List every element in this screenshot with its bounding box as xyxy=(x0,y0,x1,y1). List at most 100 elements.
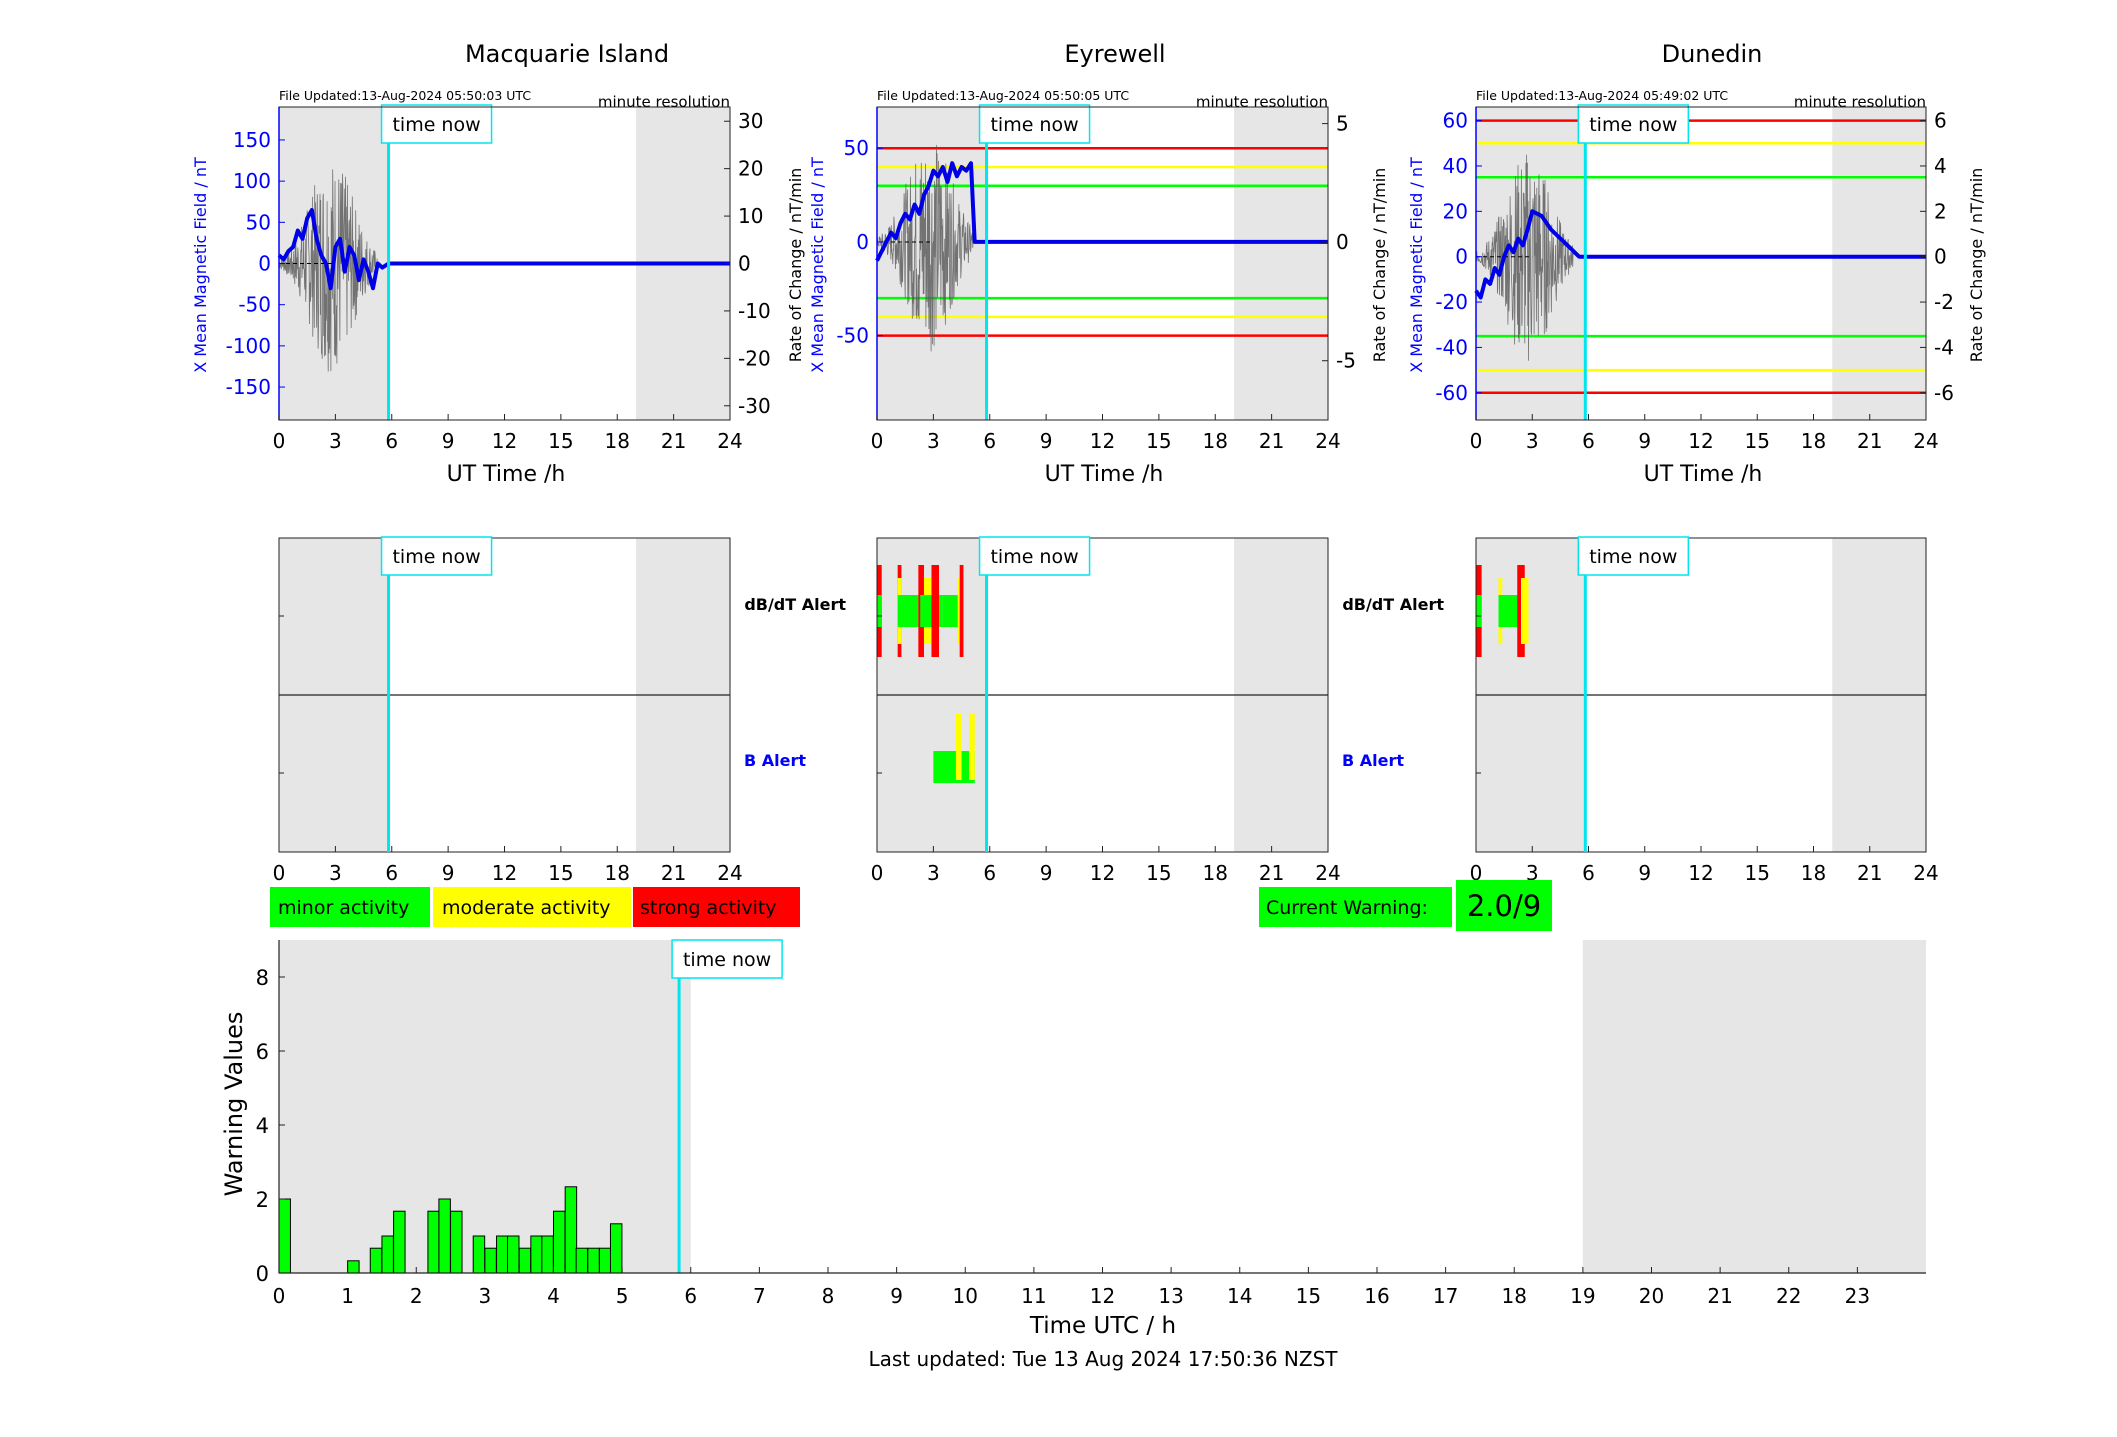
right-axis-label: Rate of Change / nT/min xyxy=(1370,168,1389,363)
warning-bar xyxy=(496,1235,509,1274)
dbdt-alert-block xyxy=(897,595,919,627)
x-tick-label: 15 xyxy=(1146,429,1171,453)
x-tick-label: 3 xyxy=(329,429,342,453)
current-warning-value: 2.0/9 xyxy=(1467,889,1541,923)
dbdt-alert-block xyxy=(959,565,964,657)
station-title: Macquarie Island xyxy=(465,40,669,68)
x-tick-label: 13 xyxy=(1158,1284,1183,1308)
x-tick-label: 22 xyxy=(1776,1284,1801,1308)
x-tick-label: 6 xyxy=(983,861,996,885)
left-tick-label: -50 xyxy=(238,293,271,317)
right-tick-label: -5 xyxy=(1336,349,1356,373)
footer-last-updated: Last updated: Tue 13 Aug 2024 17:50:36 N… xyxy=(868,1347,1338,1371)
left-axis-label: X Mean Magnetic Field / nT xyxy=(808,157,827,373)
legend-moderate-swatch xyxy=(433,887,631,927)
x-tick-label: 18 xyxy=(1801,861,1826,885)
station-column-dunedin: Dunedin File Updated:13-Aug-2024 05:49:0… xyxy=(1407,40,1986,487)
warning-bar xyxy=(587,1247,600,1274)
x-tick-label: 18 xyxy=(605,429,630,453)
left-axis-label: X Mean Magnetic Field / nT xyxy=(1407,157,1426,373)
alert-panel-macquarie: time now 0 3 6 9 12 15 18 21 24 xyxy=(273,536,743,885)
x-tick-label: 1 xyxy=(341,1284,354,1308)
y-tick-label: 2 xyxy=(256,1188,269,1212)
b-alert-block xyxy=(955,714,962,780)
legend-strong-swatch xyxy=(633,887,800,927)
rate-of-change-trace xyxy=(1475,154,1575,361)
time-now-label: time now xyxy=(990,114,1078,136)
right-tick-label: 30 xyxy=(738,109,763,133)
night-shade xyxy=(1832,107,1926,420)
x-tick-label: 10 xyxy=(953,1284,978,1308)
x-tick-label: 18 xyxy=(1801,429,1826,453)
x-tick-label: 12 xyxy=(1688,429,1713,453)
x-tick-label: 18 xyxy=(1203,861,1228,885)
x-tick-label: 12 xyxy=(1090,1284,1115,1308)
right-tick-label: -20 xyxy=(738,346,771,370)
x-tick-label: 0 xyxy=(1470,429,1483,453)
left-tick-label: -40 xyxy=(1435,335,1468,359)
left-axis-label: X Mean Magnetic Field / nT xyxy=(191,157,210,373)
current-warning: Current Warning: 2.0/9 xyxy=(1259,880,1552,931)
left-tick-label: 0 xyxy=(258,252,271,276)
activity-legend: minor activity moderate activity strong … xyxy=(270,887,800,927)
b-alert-block xyxy=(969,714,975,780)
file-updated-text: File Updated:13-Aug-2024 05:50:03 UTC xyxy=(279,88,531,103)
y-tick-label: 4 xyxy=(256,1114,269,1138)
dbdt-alert-block xyxy=(877,595,882,627)
warning-bar xyxy=(507,1235,520,1274)
right-tick-label: -10 xyxy=(738,299,771,323)
x-tick-label: 15 xyxy=(1146,861,1171,885)
warning-bar xyxy=(530,1235,543,1274)
left-tick-label: 0 xyxy=(1455,245,1468,269)
dbdt-alert-block xyxy=(942,595,958,627)
warning-bar xyxy=(347,1260,360,1274)
x-axis-label: UT Time /h xyxy=(1644,462,1763,487)
station-title: Eyrewell xyxy=(1064,40,1165,68)
warning-x-axis-label: Time UTC / h xyxy=(1029,1313,1176,1339)
x-tick-label: 0 xyxy=(871,861,884,885)
x-tick-label: 24 xyxy=(1913,861,1938,885)
legend-strong-label: strong activity xyxy=(640,897,777,919)
right-tick-label: 0 xyxy=(1336,230,1349,254)
x-tick-label: 3 xyxy=(927,429,940,453)
x-tick-label: 0 xyxy=(273,861,286,885)
left-tick-label: 20 xyxy=(1443,199,1468,223)
right-tick-label: 20 xyxy=(738,157,763,181)
x-tick-label: 9 xyxy=(442,861,455,885)
x-tick-label: 23 xyxy=(1845,1284,1870,1308)
x-tick-label: 2 xyxy=(410,1284,423,1308)
legend-minor-label: minor activity xyxy=(278,897,409,919)
right-tick-label: -4 xyxy=(1934,335,1954,359)
x-tick-label: 0 xyxy=(273,1284,286,1308)
night-shade xyxy=(1582,940,1926,1273)
x-tick-label: 12 xyxy=(1090,429,1115,453)
time-now-label: time now xyxy=(392,546,480,568)
warning-bar xyxy=(369,1247,383,1274)
left-tick-label: -150 xyxy=(226,375,271,399)
x-tick-label: 21 xyxy=(1857,861,1882,885)
x-tick-label: 3 xyxy=(329,861,342,885)
time-now-label: time now xyxy=(990,546,1078,568)
time-now-label: time now xyxy=(392,114,480,136)
time-now-box xyxy=(978,104,1091,144)
x-tick-label: 6 xyxy=(385,429,398,453)
alert-panel-eyrewell: time now 0 3 6 9 12 15 18 21 24 dB/dT Alert B Ale… xyxy=(744,536,1341,885)
x-tick-label: 24 xyxy=(1315,429,1340,453)
dbdt-alert-label: dB/dT Alert xyxy=(1342,595,1444,614)
left-tick-label: 60 xyxy=(1443,109,1468,133)
x-tick-label: 6 xyxy=(1582,861,1595,885)
x-tick-label: 9 xyxy=(1638,861,1651,885)
x-tick-label: 8 xyxy=(822,1284,835,1308)
time-now-box xyxy=(380,104,493,144)
warning-bar xyxy=(518,1247,532,1274)
x-tick-label: 3 xyxy=(927,861,940,885)
x-tick-label: 16 xyxy=(1364,1284,1389,1308)
x-tick-label: 3 xyxy=(479,1284,492,1308)
time-now-box xyxy=(1577,104,1690,144)
legend-minor-swatch xyxy=(270,887,430,927)
station-column-macquarie: Macquarie Island File Updated:13-Aug-202… xyxy=(191,40,805,487)
warning-bar xyxy=(484,1247,497,1274)
right-tick-label: 6 xyxy=(1934,109,1947,133)
x-tick-label: 12 xyxy=(1090,861,1115,885)
